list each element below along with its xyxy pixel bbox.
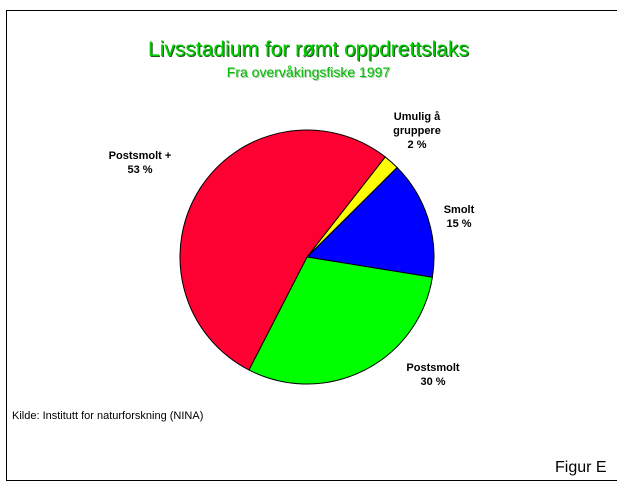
value-label: 2 % <box>407 139 427 151</box>
slice-label: Postsmolt 30 % <box>378 361 488 389</box>
pie-slice <box>179 129 386 371</box>
chart-subtitle: Fra overvåkingsfiske 1997 <box>226 64 391 80</box>
value-label: 53 % <box>127 164 153 176</box>
category-label: Smolt <box>443 204 475 216</box>
category-label: Umulig å gruppere <box>393 111 441 137</box>
chart-title: Livsstadium for rømt oppdrettslaks <box>148 38 469 61</box>
pie-slice <box>305 166 435 278</box>
category-label: Postsmolt + <box>108 150 172 162</box>
frame <box>6 10 617 481</box>
slice-label: Umulig å gruppere 2 % <box>384 110 450 152</box>
slice-label: Smolt 15 % <box>404 203 514 231</box>
category-label: Postsmolt <box>406 362 460 374</box>
value-label: 15 % <box>446 218 472 230</box>
value-label: 30 % <box>420 376 446 388</box>
pie-slice <box>248 256 433 385</box>
figure-label: Figur E <box>555 459 607 476</box>
slice-label: Postsmolt + 53 % <box>85 149 195 177</box>
source-note: Kilde: Institutt for naturforskning (NIN… <box>12 410 204 422</box>
